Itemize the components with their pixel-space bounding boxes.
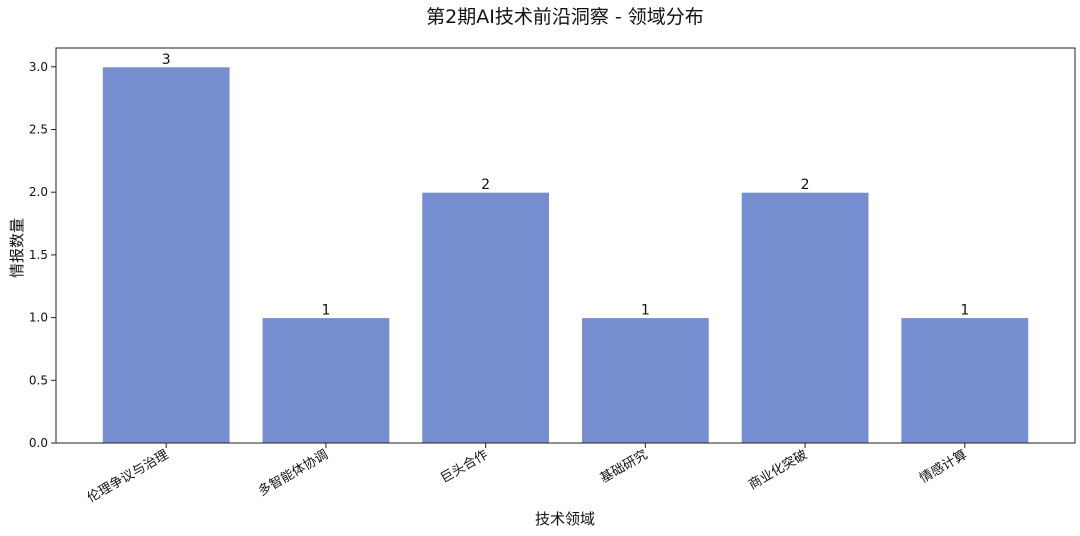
bar bbox=[900, 317, 1030, 444]
x-tick-label: 商业化突破 bbox=[746, 447, 810, 493]
bar bbox=[580, 317, 710, 444]
data-label: 1 bbox=[960, 303, 969, 319]
y-tick-label: 2.5 bbox=[29, 123, 48, 137]
plot-frame bbox=[55, 47, 1076, 444]
y-tick-label: 1.0 bbox=[29, 311, 48, 325]
x-axis-label: 技术领域 bbox=[535, 510, 595, 528]
bar bbox=[740, 191, 870, 444]
chart-title: 第2期AI技术前沿洞察 - 领域分布 bbox=[426, 6, 704, 28]
data-label: 2 bbox=[481, 177, 490, 193]
bar bbox=[101, 66, 231, 444]
data-label: 3 bbox=[162, 52, 171, 68]
bar bbox=[261, 317, 391, 444]
y-tick-label: 1.5 bbox=[29, 248, 48, 262]
x-tick-label: 伦理争议与治理 bbox=[85, 447, 171, 505]
x-tick-label: 多智能体协调 bbox=[255, 447, 331, 500]
y-tick-label: 2.0 bbox=[29, 185, 48, 199]
data-label: 2 bbox=[801, 177, 810, 193]
x-tick-label: 情感计算 bbox=[917, 447, 970, 487]
y-tick-label: 3.0 bbox=[29, 60, 48, 74]
y-tick-label: 0.5 bbox=[29, 373, 48, 387]
y-axis-label: 情报数量 bbox=[8, 218, 26, 278]
x-tick-label: 基础研究 bbox=[598, 447, 651, 486]
data-label: 1 bbox=[641, 303, 650, 319]
y-tick-label: 0.0 bbox=[29, 436, 48, 450]
x-tick-label: 巨头合作 bbox=[438, 447, 491, 486]
data-label: 1 bbox=[321, 303, 330, 319]
bar bbox=[421, 191, 551, 444]
